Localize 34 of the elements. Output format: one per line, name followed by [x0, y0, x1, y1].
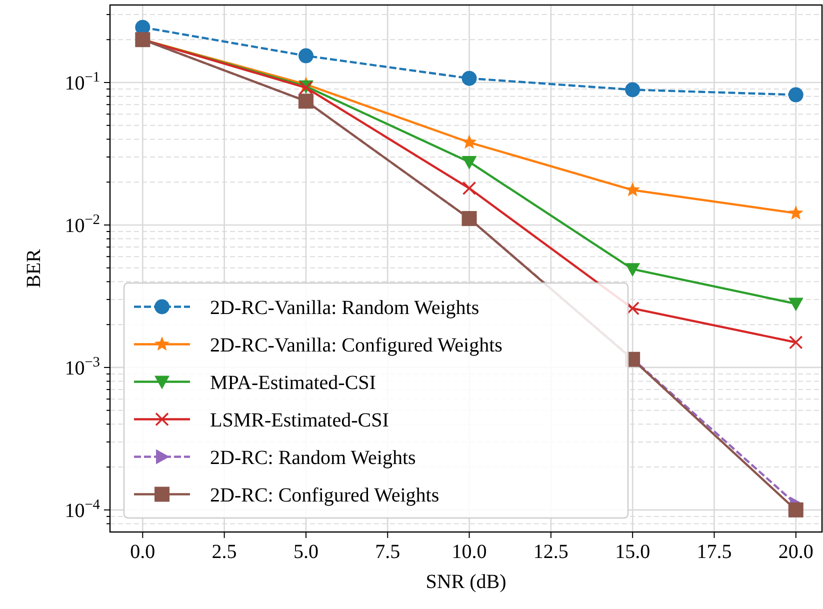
point: [298, 48, 314, 64]
y-tick-label: 10$^{−3}$: [64, 354, 100, 380]
x-tick-label: 17.5: [696, 541, 732, 563]
x-tick-label: 20.0: [778, 541, 814, 563]
y-tick-label: 10$^{−2}$: [64, 212, 100, 237]
x-tick-label: 15.0: [615, 541, 650, 563]
point: [788, 335, 803, 350]
point: [462, 70, 477, 86]
x-tick-label: 2.5: [212, 541, 237, 563]
y-axis-title: BER: [23, 248, 45, 288]
point: [788, 205, 804, 220]
legend-label: MPA-Estimated-CSI: [210, 372, 376, 394]
legend-label: 2D-RC-Vanilla: Random Weights: [210, 296, 480, 319]
y-tick-label: 10$^{−1}$: [64, 70, 100, 95]
x-tick-label: 10.0: [452, 541, 487, 563]
x-tick-label: 5.0: [293, 541, 318, 563]
x-tick-label: 0.0: [130, 541, 156, 563]
y-tick-label: 10$^{−4}$: [64, 496, 100, 522]
legend-label: 2D-RC-Vanilla: Configured Weights: [210, 334, 503, 356]
x-axis-title: SNR (dB): [426, 571, 506, 593]
point: [462, 134, 477, 149]
legend-label: 2D-RC: Configured Weights: [210, 484, 440, 506]
point: [788, 298, 804, 312]
legend-label: LSMR-Estimated-CSI: [210, 409, 389, 432]
x-tick-label: 12.5: [533, 541, 568, 563]
point: [462, 181, 476, 196]
legend-label: 2D-RC: Random Weights: [210, 446, 416, 469]
point: [788, 87, 804, 102]
point: [626, 301, 640, 316]
point: [625, 182, 640, 196]
point: [625, 82, 640, 98]
point: [462, 156, 477, 170]
point: [625, 263, 640, 277]
x-tick-label: 7.5: [375, 541, 400, 563]
